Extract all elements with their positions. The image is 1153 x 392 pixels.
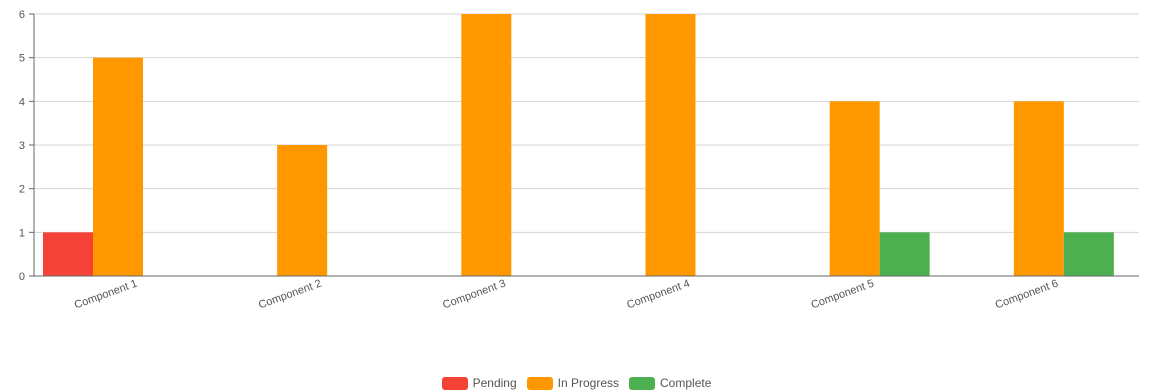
x-category-label: Component 5 — [810, 278, 876, 312]
bar-in-progress-component-3[interactable] — [461, 14, 512, 276]
x-category-label: Component 6 — [994, 278, 1060, 312]
y-tick-label: 4 — [19, 96, 25, 108]
legend-swatch-in-progress — [526, 376, 553, 390]
bar-in-progress-component-4[interactable] — [645, 14, 696, 276]
bar-complete-component-5[interactable] — [879, 232, 930, 276]
x-category-label: Component 4 — [625, 278, 691, 312]
bar-complete-component-6[interactable] — [1063, 232, 1114, 276]
legend-swatch-pending — [441, 376, 468, 390]
y-tick-label: 3 — [19, 140, 25, 152]
bar-in-progress-component-2[interactable] — [277, 145, 328, 276]
x-category-label: Component 1 — [73, 278, 139, 312]
y-tick-label: 6 — [19, 9, 25, 21]
x-category-label: Component 3 — [441, 278, 507, 312]
y-tick-label: 2 — [19, 184, 25, 196]
legend-swatch-complete — [629, 376, 656, 390]
legend-label-complete: Complete — [660, 376, 712, 390]
bar-in-progress-component-1[interactable] — [93, 57, 143, 276]
y-tick-label: 5 — [19, 53, 25, 65]
bar-in-progress-component-5[interactable] — [829, 101, 880, 276]
y-tick-label: 0 — [19, 271, 25, 283]
legend-item-pending[interactable]: Pending — [441, 376, 517, 390]
axes — [33, 14, 1139, 277]
bar-pending-component-1[interactable] — [43, 232, 93, 276]
bar-in-progress-component-6[interactable] — [1013, 101, 1064, 276]
y-tick-label: 1 — [19, 227, 25, 239]
legend-item-complete[interactable]: Complete — [629, 376, 711, 390]
y-axis-ticks: 0 1 2 3 4 5 6 — [19, 9, 34, 283]
bars — [43, 14, 1114, 276]
legend-item-in-progress[interactable]: In Progress — [526, 376, 620, 390]
legend-label-pending: Pending — [472, 376, 517, 390]
legend-label-in-progress: In Progress — [557, 376, 620, 390]
x-axis-labels: Component 1 Component 2 Component 3 Compone… — [73, 278, 1060, 312]
x-category-label: Component 2 — [257, 278, 323, 312]
gridlines — [34, 13, 1139, 233]
legend: Pending In Progress Complete — [0, 376, 1153, 390]
